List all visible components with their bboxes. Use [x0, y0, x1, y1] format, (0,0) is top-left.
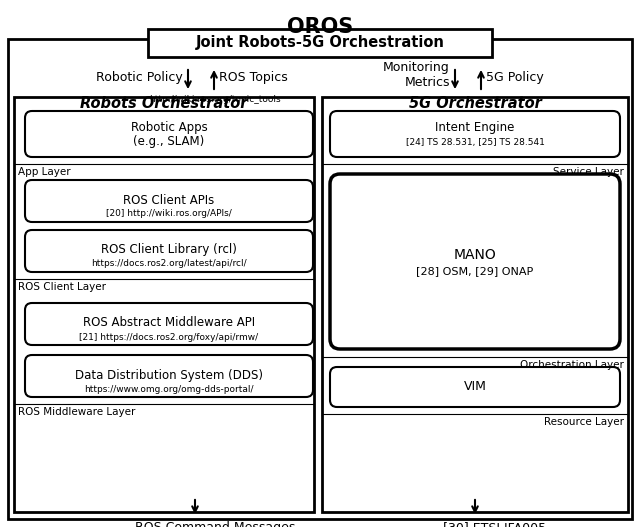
FancyBboxPatch shape: [25, 180, 313, 222]
FancyBboxPatch shape: [25, 303, 313, 345]
Text: Resource Layer: Resource Layer: [544, 417, 624, 427]
Text: VIM: VIM: [463, 380, 486, 394]
Text: https://docs.ros2.org/latest/api/rcl/: https://docs.ros2.org/latest/api/rcl/: [91, 259, 247, 268]
Text: ROS Command Messages: ROS Command Messages: [135, 521, 295, 527]
Bar: [148, 29, 492, 57]
Text: MANO: MANO: [454, 248, 497, 262]
Text: Robots Orchestrator: Robots Orchestrator: [80, 96, 248, 112]
Text: [30] ETSI IFA005: [30] ETSI IFA005: [444, 521, 547, 527]
Text: 5G Orchestrator: 5G Orchestrator: [408, 96, 541, 112]
Text: (e.g., SLAM): (e.g., SLAM): [133, 135, 205, 149]
Text: ROS Abstract Middleware API: ROS Abstract Middleware API: [83, 317, 255, 329]
Text: [28] OSM, [29] ONAP: [28] OSM, [29] ONAP: [417, 266, 534, 276]
FancyBboxPatch shape: [330, 111, 620, 157]
Text: Service Layer: Service Layer: [553, 167, 624, 177]
Text: [21] https://docs.ros2.org/foxy/api/rmw/: [21] https://docs.ros2.org/foxy/api/rmw/: [79, 333, 259, 341]
Text: ROS Topics: ROS Topics: [219, 72, 288, 84]
Text: ROS Client Library (rcl): ROS Client Library (rcl): [101, 243, 237, 257]
Bar: [14, 97, 314, 512]
Text: https://www.omg.org/omg-dds-portal/: https://www.omg.org/omg-dds-portal/: [84, 385, 253, 394]
Text: ROS Client Layer: ROS Client Layer: [18, 282, 106, 292]
Text: Monitoring
Metrics: Monitoring Metrics: [383, 61, 450, 89]
FancyBboxPatch shape: [25, 230, 313, 272]
Text: Joint Robots-5G Orchestration: Joint Robots-5G Orchestration: [196, 35, 444, 51]
Text: http://wiki.ros.org/topic_tools: http://wiki.ros.org/topic_tools: [149, 95, 281, 104]
Text: ROS Client APIs: ROS Client APIs: [124, 193, 214, 207]
FancyBboxPatch shape: [25, 111, 313, 157]
Text: Intent Engine: Intent Engine: [435, 122, 515, 134]
Text: [20] http://wiki.ros.org/APIs/: [20] http://wiki.ros.org/APIs/: [106, 210, 232, 219]
Text: Orchestration Layer: Orchestration Layer: [520, 360, 624, 370]
FancyBboxPatch shape: [330, 367, 620, 407]
Text: Robotic Apps: Robotic Apps: [131, 122, 207, 134]
Text: 5G Policy: 5G Policy: [486, 72, 544, 84]
Text: Robotic Policy: Robotic Policy: [96, 72, 183, 84]
FancyBboxPatch shape: [25, 355, 313, 397]
Bar: [322, 97, 628, 512]
FancyBboxPatch shape: [330, 174, 620, 349]
Text: OROS: OROS: [287, 17, 353, 37]
Text: Data Distribution System (DDS): Data Distribution System (DDS): [75, 368, 263, 382]
Text: ROS Middleware Layer: ROS Middleware Layer: [18, 407, 136, 417]
Text: App Layer: App Layer: [18, 167, 70, 177]
Text: [24] TS 28.531, [25] TS 28.541: [24] TS 28.531, [25] TS 28.541: [406, 139, 545, 148]
